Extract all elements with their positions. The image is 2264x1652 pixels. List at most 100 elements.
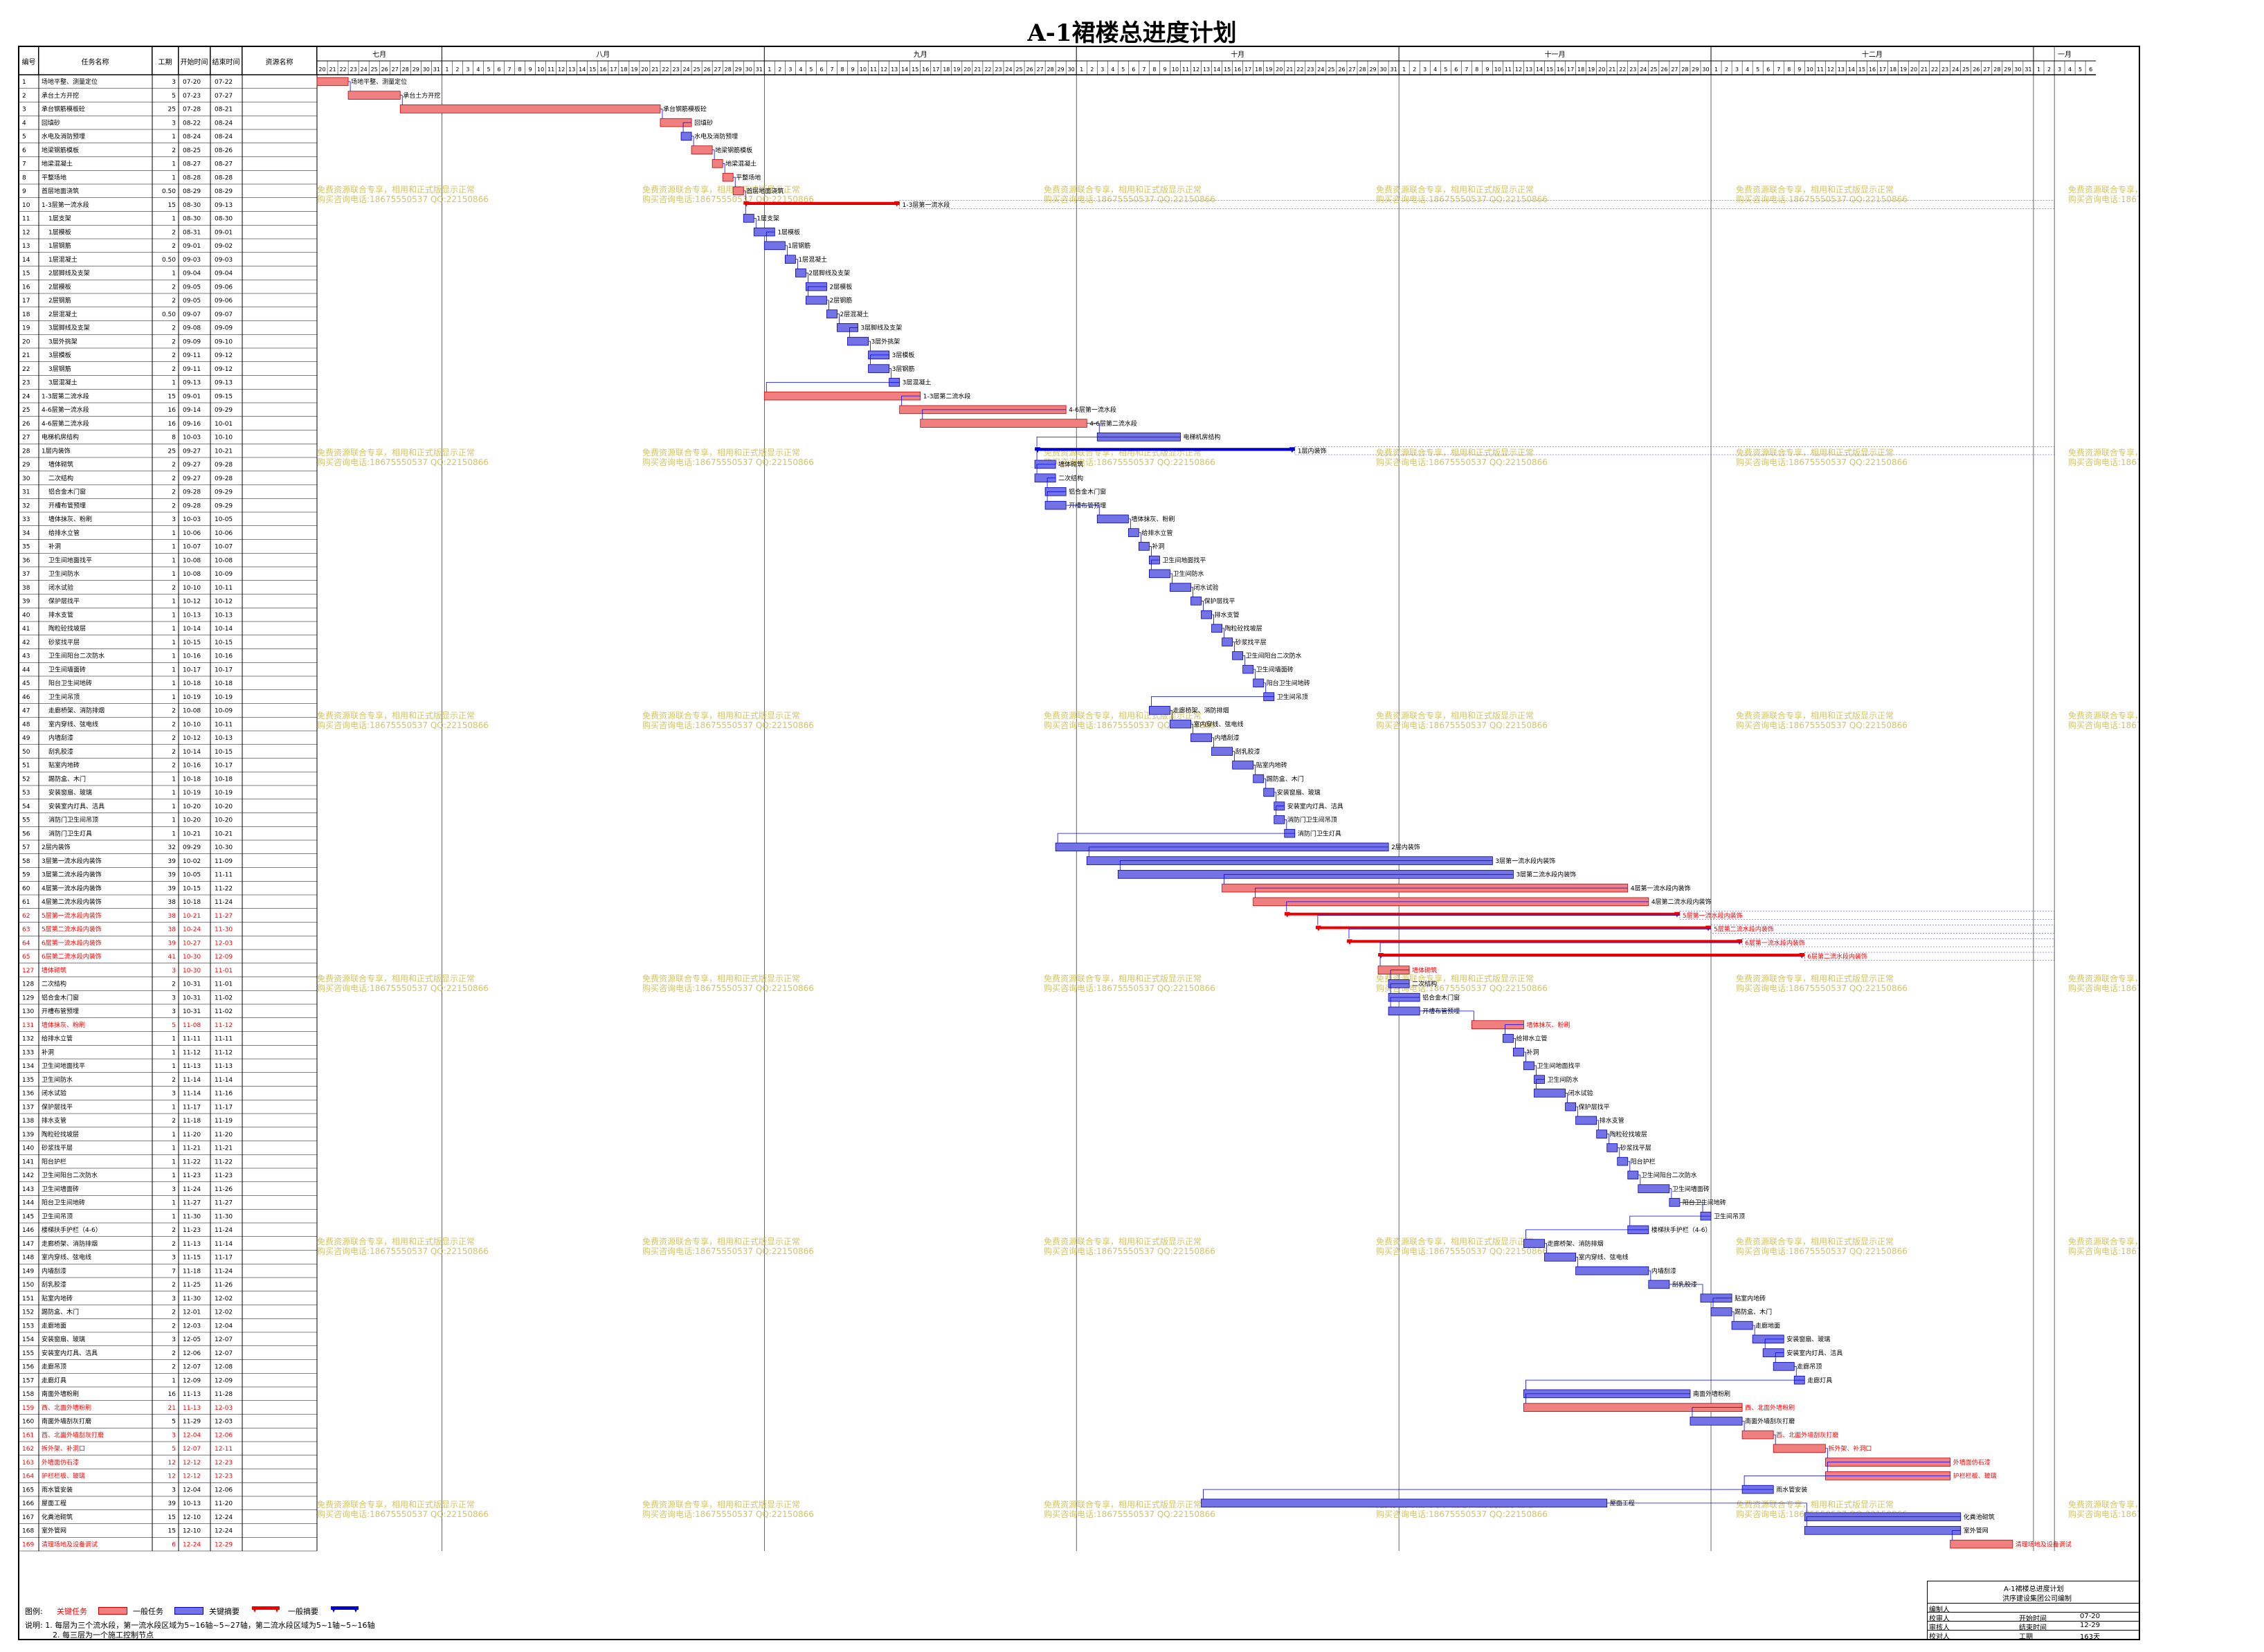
bar-label: 首层地面浇筑 — [746, 187, 784, 195]
task-name: 墙体砌筑 — [42, 966, 66, 974]
dependency-link — [870, 354, 889, 365]
task-start: 10-03 — [183, 435, 201, 442]
task-duration: 2 — [172, 502, 176, 509]
task-bar — [712, 159, 723, 168]
watermark-text: 购买咨询电话:18675550537 QQ:22150866 — [1376, 983, 1548, 993]
legend: 图例: 关键任务 一般任务 关键摘要 一般摘要 说明: 1. 每层为三个流水段，… — [22, 1601, 1877, 1639]
watermark-text: 免费资源联合专享，相用和正式版显示正常 — [2068, 973, 2139, 983]
task-name: 铝合金木门窗 — [42, 993, 79, 1001]
task-bar — [1544, 1253, 1577, 1262]
task-start: 10-15 — [183, 639, 201, 646]
watermark-text: 购买咨询电话:18675550537 QQ:22150866 — [1044, 194, 1215, 204]
task-id: 151 — [22, 1296, 34, 1302]
task-end: 10-17 — [215, 666, 233, 673]
day-label: 27 — [1036, 66, 1043, 73]
summary-cap — [894, 201, 900, 207]
task-start: 10-08 — [183, 571, 201, 578]
task-start: 11-13 — [183, 1391, 201, 1398]
task-bar — [1201, 1498, 1608, 1508]
day-label: 20 — [641, 66, 648, 73]
title-block-cell: 12-29 — [2080, 1622, 2101, 1629]
dependency-link — [1732, 1311, 1735, 1322]
task-duration: 2 — [172, 763, 176, 770]
watermark-text: 免费资源联合专享，相用和正式版显示正常 — [1376, 184, 1534, 194]
bar-label: 2层模板 — [829, 282, 852, 291]
bar-label: 雨水管安装 — [1776, 1485, 1807, 1494]
task-end: 10-09 — [215, 708, 233, 715]
task-start: 10-03 — [183, 516, 201, 523]
task-bar — [1274, 815, 1285, 824]
task-name: 化粪池砌筑 — [42, 1513, 73, 1521]
task-bar — [316, 77, 349, 87]
task-id: 20 — [22, 338, 30, 345]
day-label: 24 — [361, 66, 368, 73]
day-label: 2 — [1725, 66, 1728, 73]
day-label: 15 — [1858, 66, 1865, 73]
dependency-link — [1201, 600, 1204, 611]
bar-label: 屋面工程 — [1610, 1500, 1635, 1507]
day-label: 6 — [497, 66, 500, 73]
dependency-link — [1036, 464, 1056, 474]
task-name: 地梁钢筋模板 — [42, 146, 79, 154]
task-end: 11-24 — [215, 1268, 233, 1275]
legend-crit-summary-label: 关键摘要 — [209, 1607, 239, 1616]
task-name: 卫生间阳台二次防水 — [42, 1171, 98, 1179]
task-bar — [1211, 624, 1223, 633]
task-start: 11-11 — [183, 1036, 201, 1043]
dependency-link — [1253, 764, 1256, 775]
task-duration: 21 — [168, 1405, 176, 1412]
task-duration: 8 — [172, 435, 176, 442]
summary-bar — [1284, 912, 1680, 916]
task-duration: 1 — [172, 1132, 176, 1138]
watermark-text: 免费资源联合专享，相用和正式版显示正常 — [1044, 1236, 1202, 1246]
task-start: 10-16 — [183, 763, 201, 770]
task-name: 室内穿线、弦电线 — [48, 720, 98, 728]
bar-label: 南面外墙粉刷 — [1693, 1390, 1730, 1398]
watermark-text: 购买咨询电话:18675550537 QQ:22150866 — [1376, 194, 1548, 204]
task-end: 12-06 — [215, 1487, 233, 1494]
task-id: 129 — [22, 995, 34, 1001]
watermark-text: 购买咨询电话:18675550537 QQ:22150866 — [1044, 457, 1215, 467]
task-name: 阳台卫生间地砖 — [48, 679, 92, 687]
task-name: 卫生间吊顶 — [42, 1212, 73, 1220]
task-duration: 15 — [168, 393, 176, 400]
task-bar — [743, 214, 754, 223]
task-end: 11-14 — [215, 1241, 233, 1248]
bar-label: 3层模板 — [892, 351, 915, 359]
bar-label: 铝合金木门窗 — [1422, 993, 1460, 1001]
task-id: 16 — [22, 284, 30, 291]
day-label: 6 — [819, 66, 823, 73]
task-id: 26 — [22, 421, 30, 428]
summary-cap — [1674, 911, 1680, 918]
task-duration: 1 — [172, 1145, 176, 1152]
day-label: 22 — [339, 66, 346, 73]
task-bar — [1211, 747, 1233, 756]
day-label: 22 — [1296, 66, 1303, 73]
bar-label: 消防门卫生间吊顶 — [1287, 816, 1337, 824]
day-label: 16 — [1869, 66, 1876, 73]
task-id: 136 — [22, 1091, 34, 1098]
task-start: 10-14 — [183, 749, 201, 756]
task-bar — [1804, 1526, 1962, 1535]
task-bar — [1638, 1184, 1670, 1193]
task-id: 165 — [22, 1487, 34, 1494]
task-name: 5层第二流水段内装饰 — [42, 925, 102, 934]
task-bar — [1627, 1170, 1639, 1180]
bar-label: 3层外挑架 — [871, 337, 900, 345]
day-label: 14 — [901, 66, 908, 73]
bar-label: 平整场地 — [736, 173, 761, 181]
dependency-link — [1047, 491, 1067, 502]
task-id: 64 — [22, 940, 30, 947]
task-duration: 2 — [172, 708, 176, 715]
task-duration: 39 — [168, 872, 176, 879]
watermark-text: 购买咨询电话:18675550537 QQ:22150866 — [2068, 1246, 2139, 1256]
dependency-link — [1128, 518, 1131, 529]
task-start: 11-24 — [183, 1186, 201, 1193]
task-duration: 15 — [168, 1528, 176, 1535]
task-duration: 1 — [172, 1104, 176, 1111]
bar-label: 安装窗扇、玻璃 — [1277, 788, 1321, 797]
watermark-text: 免费资源联合专享，相用和正式版显示正常 — [1736, 1499, 1894, 1509]
bar-label: 排水支管 — [1600, 1116, 1624, 1125]
task-bar — [1669, 1198, 1681, 1207]
dependency-link — [1825, 1448, 1828, 1458]
